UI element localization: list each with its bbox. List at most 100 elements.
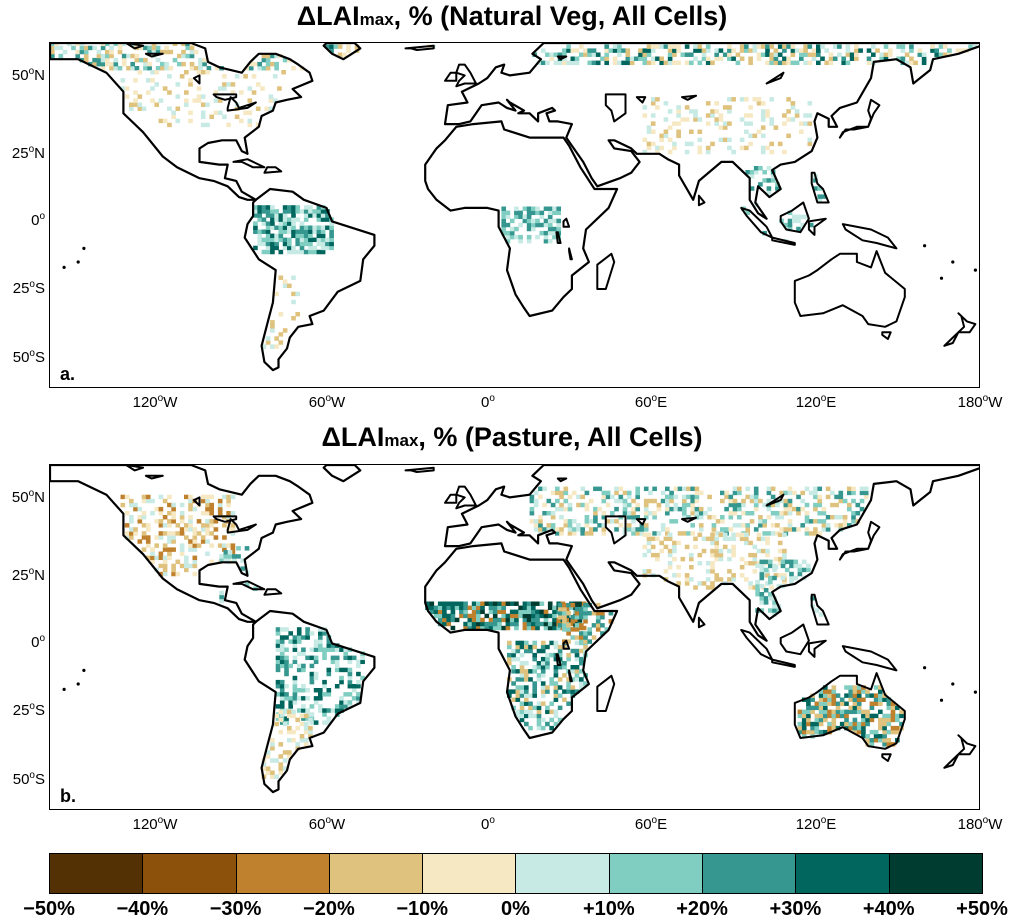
anomaly-cells [50, 43, 978, 349]
coastline-island [192, 74, 201, 85]
coastline-africa [424, 120, 619, 318]
lat-label: 0o [31, 633, 45, 651]
colorbar-tick-label: +20% [676, 898, 728, 920]
colorbar-tick-label: +40% [862, 898, 915, 920]
panel-a-map [49, 42, 980, 388]
coastline-island [697, 194, 706, 207]
small-island [939, 276, 944, 280]
coastline-island [681, 94, 698, 101]
coastline-island [604, 515, 627, 545]
small-island [939, 698, 944, 702]
panel-b-title: ΔLAImax, % (Pasture, All Cells) [321, 422, 703, 452]
colorbar-tick-label: 0% [501, 898, 530, 920]
coastline-island [807, 639, 827, 658]
coastline-island [841, 645, 898, 672]
small-island [923, 666, 927, 670]
coastline-island [555, 653, 562, 666]
map-svg [50, 43, 979, 372]
small-island [951, 260, 955, 264]
coastline-africa [424, 542, 619, 740]
lat-label: 50oS [12, 770, 45, 788]
small-island [973, 690, 978, 694]
lat-label: 50oS [12, 348, 45, 366]
panel-a-title: ΔLAImax, % (Natural Veg, All Cells) [296, 1, 728, 31]
coastline-island [793, 250, 906, 328]
colorbar-bin [703, 854, 797, 893]
coastline-island [596, 252, 616, 290]
lon-label: 60oW [308, 815, 346, 833]
lat-label: 25oN [11, 566, 45, 584]
coastline-island [404, 44, 435, 51]
lat-label: 25oN [11, 144, 45, 162]
coastline-island [697, 616, 706, 629]
colorbar-tick-label: +30% [769, 898, 822, 920]
small-island [76, 682, 80, 686]
coastline-island [192, 496, 201, 507]
coastline-island [681, 516, 698, 523]
lon-label: 180oW [957, 815, 1003, 833]
coastline-island [779, 201, 810, 234]
coastline-island [556, 477, 568, 483]
coastlines [50, 43, 979, 372]
colorbar-bin [143, 854, 237, 893]
small-island [62, 687, 66, 691]
colorbar-bin [423, 854, 517, 893]
small-island [62, 265, 66, 269]
colorbar-bin [796, 854, 890, 893]
small-island [82, 668, 86, 672]
lon-label: 60oE [634, 815, 668, 833]
coastline-island [807, 217, 827, 236]
lat-label: 25oS [12, 701, 45, 719]
coastline-island [838, 98, 881, 139]
coastline-island [125, 43, 145, 50]
coastline-island [555, 231, 562, 244]
panel-b-map [49, 464, 980, 810]
coastline-island [232, 580, 266, 591]
coastline-island [881, 331, 892, 340]
coastline-greenland [322, 465, 362, 483]
coastline-island [596, 674, 616, 712]
coastline-island [635, 518, 647, 526]
lat-label: 50oN [11, 66, 45, 84]
lat-label: 0o [31, 211, 45, 229]
colorbar-tick-label: −30% [209, 898, 262, 920]
lat-label: 50oN [11, 488, 45, 506]
colorbar-tick-label: −50% [23, 898, 75, 920]
coastlines [50, 465, 979, 794]
coastline-island [263, 588, 283, 596]
coastline-island [568, 247, 573, 261]
coastline-island [232, 158, 266, 169]
colorbar-bin [609, 854, 704, 893]
coastline-island [765, 71, 785, 85]
small-island [76, 260, 80, 264]
small-island [923, 244, 927, 248]
map-svg [50, 465, 979, 794]
colorbar [49, 853, 983, 894]
lon-label: 60oE [634, 393, 668, 411]
coastline-island [455, 63, 477, 88]
coastline-island [444, 493, 458, 504]
coastline-island [793, 672, 906, 750]
coastline-island [144, 474, 164, 480]
lon-label: 180oW [957, 393, 1003, 411]
small-island [82, 246, 86, 250]
coastline-northamerica [50, 43, 314, 201]
coastline-island [404, 466, 435, 473]
coastline-island [144, 52, 164, 58]
colorbar-tick-label: −10% [396, 898, 449, 920]
coastline-island [226, 518, 257, 534]
colorbar-bin [50, 854, 144, 893]
coastline-island [556, 55, 568, 61]
colorbar-tick-label: +10% [582, 898, 635, 920]
coastline-greenland [322, 43, 362, 61]
lon-label: 120oW [132, 393, 178, 411]
colorbar-bin [889, 854, 982, 893]
coastline-island [838, 520, 881, 561]
coastline-eurasia [443, 465, 979, 642]
lon-label: 0o [481, 393, 495, 411]
lat-label: 25oS [12, 279, 45, 297]
lon-label: 60oW [308, 393, 346, 411]
coastline-island [765, 493, 785, 507]
coastline-island [562, 217, 571, 228]
coastline-eurasia [443, 43, 979, 220]
